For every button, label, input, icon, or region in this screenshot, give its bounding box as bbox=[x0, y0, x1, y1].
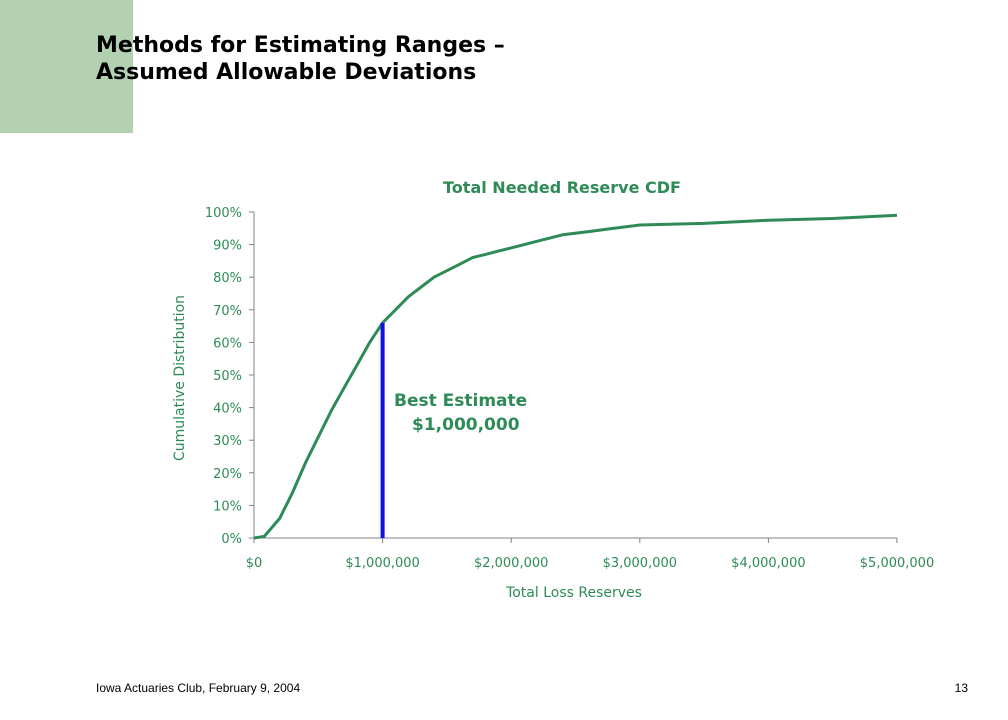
footer-text: Iowa Actuaries Club, February 9, 2004 bbox=[96, 681, 301, 695]
x-tick-label: $1,000,000 bbox=[345, 556, 419, 571]
x-tick-label: $0 bbox=[246, 556, 263, 571]
x-tick-label: $3,000,000 bbox=[603, 556, 677, 571]
best-estimate-label: Best Estimate bbox=[394, 391, 527, 411]
best-estimate-value: $1,000,000 bbox=[412, 415, 520, 435]
slide-title-line-1: Methods for Estimating Ranges – bbox=[96, 33, 505, 58]
x-axis-title: Total Loss Reserves bbox=[505, 585, 642, 601]
y-tick-label: 30% bbox=[213, 434, 242, 449]
y-axis-title: Cumulative Distribution bbox=[172, 295, 188, 461]
y-tick-label: 70% bbox=[213, 304, 242, 319]
accent-block bbox=[0, 0, 133, 133]
x-tick-label: $4,000,000 bbox=[731, 556, 805, 571]
y-tick-label: 80% bbox=[213, 271, 242, 286]
y-tick-label: 20% bbox=[213, 467, 242, 482]
slide-title: Methods for Estimating Ranges – Assumed … bbox=[96, 32, 505, 86]
y-tick-label: 10% bbox=[213, 499, 242, 514]
y-tick-label: 40% bbox=[213, 402, 242, 417]
y-tick-label: 90% bbox=[213, 239, 242, 254]
slide-title-line-2: Assumed Allowable Deviations bbox=[96, 60, 477, 85]
y-tick-label: 60% bbox=[213, 336, 242, 351]
page-number: 13 bbox=[954, 681, 968, 695]
x-tick-label: $5,000,000 bbox=[860, 556, 934, 571]
y-tick-label: 0% bbox=[221, 532, 242, 547]
chart-title: Total Needed Reserve CDF bbox=[443, 178, 681, 197]
cdf-line bbox=[253, 213, 898, 540]
y-tick-label: 100% bbox=[205, 206, 242, 221]
y-tick-label: 50% bbox=[213, 369, 242, 384]
x-tick-label: $2,000,000 bbox=[474, 556, 548, 571]
